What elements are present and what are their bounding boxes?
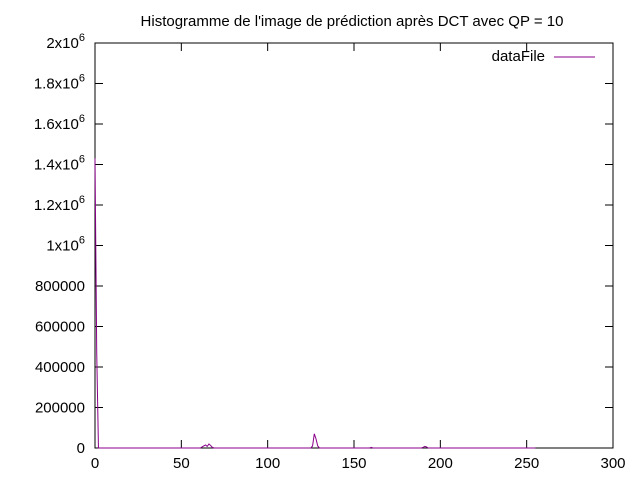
chart-title: Histogramme de l'image de prédiction apr… <box>141 13 564 30</box>
plot-frame <box>94 42 614 449</box>
y-tick-label-base: 1.8x10 <box>34 76 79 93</box>
x-tick-label: 200 <box>428 455 453 472</box>
y-tick-label-exponent: 6 <box>79 73 85 85</box>
y-tick-label-base: 400000 <box>35 359 85 376</box>
y-tick-label-base: 200000 <box>35 400 85 417</box>
x-tick-label: 0 <box>91 455 99 472</box>
y-tick-label-exponent: 6 <box>79 194 85 206</box>
legend: dataFile <box>492 48 595 65</box>
y-tick-label-exponent: 6 <box>79 154 85 166</box>
series-line-datafile <box>94 158 536 449</box>
y-tick-label: 1.2x106 <box>34 194 85 214</box>
series-group <box>94 158 536 449</box>
x-tick-label: 250 <box>514 455 539 472</box>
y-tick-label-exponent: 6 <box>79 113 85 125</box>
y-tick-label: 800000 <box>35 278 85 295</box>
y-tick-label-exponent: 6 <box>79 235 85 247</box>
y-tick-label-base: 600000 <box>35 319 85 336</box>
y-tick-label-base: 2x10 <box>46 35 79 52</box>
y-axis: 02000004000006000008000001x1061.2x1061.4… <box>34 32 613 457</box>
y-tick-label: 1.4x106 <box>34 154 85 174</box>
y-tick-label-base: 1.6x10 <box>34 116 79 133</box>
y-tick-label-base: 1x10 <box>46 238 79 255</box>
y-tick-label-base: 0 <box>77 440 85 457</box>
y-tick-label: 400000 <box>35 359 85 376</box>
y-tick-label: 2x106 <box>46 32 85 52</box>
x-tick-label: 150 <box>341 455 366 472</box>
y-tick-label: 600000 <box>35 319 85 336</box>
x-tick-label: 50 <box>173 455 190 472</box>
y-tick-label: 1x106 <box>46 235 85 255</box>
x-axis: 0 50 100 150 200 250 300 <box>91 43 626 472</box>
y-tick-label: 0 <box>77 440 85 457</box>
x-tick-label: 100 <box>255 455 280 472</box>
y-tick-label-base: 1.2x10 <box>34 197 79 214</box>
x-tick-label: 300 <box>600 455 625 472</box>
y-tick-label: 1.6x106 <box>34 113 85 133</box>
y-tick-label-base: 800000 <box>35 278 85 295</box>
y-tick-label: 1.8x106 <box>34 73 85 93</box>
y-tick-label-exponent: 6 <box>79 32 85 44</box>
y-tick-label: 200000 <box>35 400 85 417</box>
legend-label-datafile: dataFile <box>492 48 545 65</box>
y-tick-label-base: 1.4x10 <box>34 157 79 174</box>
